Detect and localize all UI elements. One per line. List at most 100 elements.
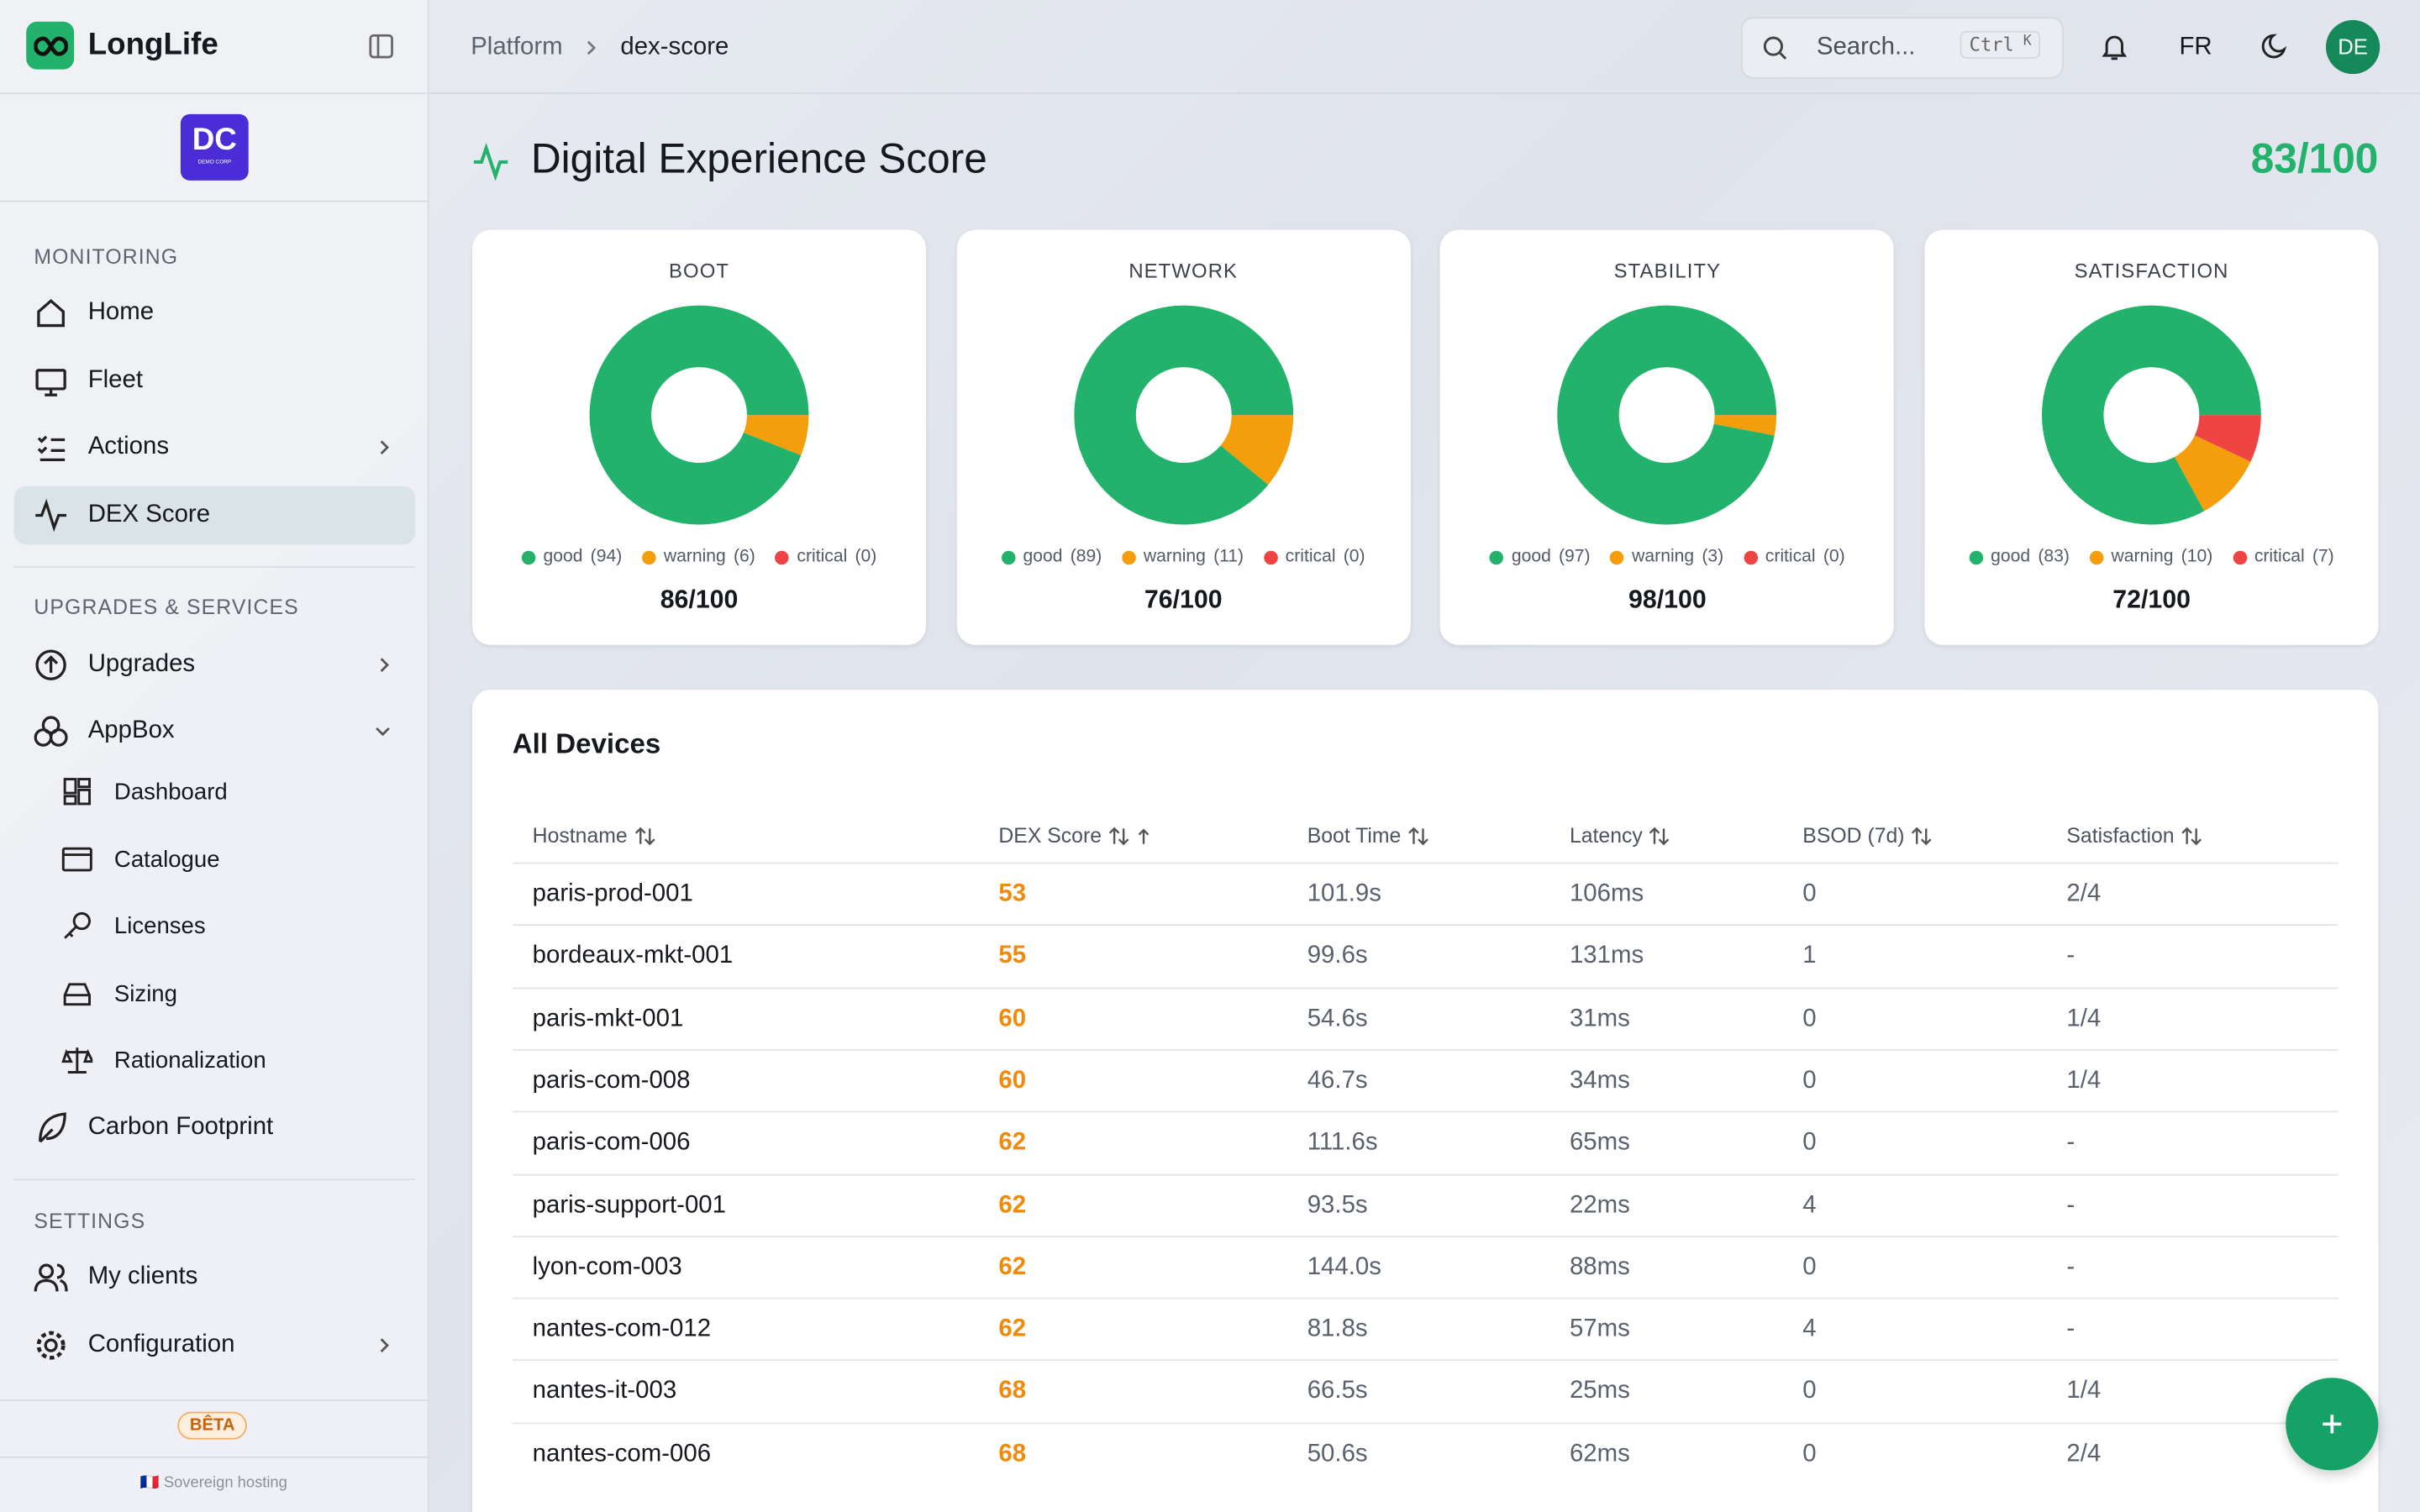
table-row[interactable]: paris-mkt-001 60 54.6s 31ms 0 1/4 — [512, 986, 2338, 1050]
org-name: DEMO CORP — [197, 159, 232, 165]
column-header: BSOD (7d) — [1802, 824, 1933, 847]
search-box[interactable]: Search... Ctrl K — [1740, 17, 2064, 79]
donut-segment — [1073, 305, 1293, 525]
legend-item: warning (11) — [1122, 548, 1244, 566]
table-cell: paris-mkt-001 — [532, 1005, 684, 1032]
nav-label: Catalogue — [113, 846, 220, 873]
sort-icon[interactable] — [634, 825, 655, 847]
column-label: Latency — [1569, 823, 1643, 848]
table-cell: nantes-com-012 — [532, 1315, 712, 1343]
table-cell: 57ms — [1569, 1315, 1630, 1343]
table-row[interactable]: paris-support-001 62 93.5s 22ms 4 - — [512, 1173, 2338, 1236]
nav-item[interactable]: Carbon Footprint — [14, 1099, 416, 1158]
table-row[interactable]: nantes-it-003 68 66.5s 25ms 0 1/4 — [512, 1359, 2338, 1423]
theme-toggle[interactable] — [2261, 33, 2289, 60]
sort-arrows — [1911, 826, 1932, 845]
table-row[interactable]: nantes-com-006 68 50.6s 62ms 0 2/4 — [512, 1421, 2338, 1485]
table-cell: 68 — [998, 1378, 1027, 1405]
nav-item[interactable]: Configuration — [14, 1316, 416, 1375]
nav-item[interactable]: Licenses — [14, 896, 416, 955]
table-cell: 2/4 — [2066, 880, 2102, 908]
legend-item: critical (7) — [2233, 548, 2334, 566]
beta-badge: BÊTA — [177, 1411, 248, 1440]
legend-dot — [1744, 549, 1758, 564]
score-card: NETWORK good (89) warning (11) critical (0) 76/… — [956, 229, 1411, 645]
nav-item[interactable]: DEX Score — [13, 486, 416, 545]
avatar[interactable]: DE — [2325, 19, 2381, 75]
nav-item[interactable]: My clients — [14, 1248, 416, 1307]
sort-up — [1138, 827, 1149, 843]
section-title: UPGRADES & SERVICES — [34, 595, 299, 619]
sort-arrows — [1108, 826, 1129, 845]
nav-item[interactable]: AppBox — [14, 702, 416, 761]
sort-icon[interactable] — [1911, 825, 1933, 847]
collapse-button[interactable] — [369, 34, 393, 59]
nav-item[interactable]: Upgrades — [14, 636, 416, 695]
footer-note: 🇫🇷 Sovereign hosting — [139, 1474, 287, 1493]
nav-item[interactable]: Fleet — [14, 352, 416, 411]
nav-item[interactable]: Home — [14, 284, 416, 343]
nav-label: DEX Score — [87, 501, 211, 528]
legend-item: warning (3) — [1610, 548, 1723, 566]
donut-segment — [2175, 435, 2251, 512]
legend-count: (7) — [2312, 548, 2334, 567]
donut — [1557, 305, 1777, 525]
table-cell: 66.5s — [1307, 1378, 1368, 1405]
table-row[interactable]: paris-com-008 60 46.7s 34ms 0 1/4 — [512, 1048, 2338, 1112]
table-cell: 4 — [1802, 1191, 1817, 1219]
card-title: NETWORK — [1128, 259, 1239, 283]
legend-count: (11) — [1213, 548, 1244, 567]
nav-label: My clients — [87, 1263, 198, 1290]
language-toggle[interactable]: FR — [2179, 34, 2212, 60]
breadcrumb-current: dex-score — [620, 34, 729, 60]
nav-item[interactable]: Rationalization — [14, 1031, 416, 1089]
table-cell: paris-com-006 — [532, 1129, 691, 1157]
legend: good (83) warning (10) critical (7) — [1925, 548, 2379, 566]
table-row[interactable]: bordeaux-mkt-001 55 99.6s 131ms 1 - — [512, 924, 2338, 988]
nav-item[interactable]: Dashboard — [14, 762, 416, 821]
devices-table: All Devices Hostname DEX Score Boot Time La… — [472, 690, 2379, 1512]
nav-item[interactable]: Sizing — [14, 964, 416, 1023]
sort-direction — [1138, 827, 1149, 843]
legend: good (97) warning (3) critical (0) — [1440, 548, 1894, 566]
brand[interactable]: LongLife — [26, 21, 218, 70]
nav-label: Licenses — [113, 912, 206, 939]
table-cell: 34ms — [1569, 1067, 1630, 1095]
sort-icon[interactable] — [1649, 825, 1670, 847]
table-cell: 111.6s — [1307, 1129, 1378, 1157]
nav-item[interactable]: Catalogue — [14, 830, 416, 889]
nav-label: Sizing — [113, 980, 177, 1007]
breadcrumb-link[interactable]: Platform — [471, 34, 563, 60]
table-cell: 99.6s — [1307, 942, 1368, 970]
notifications[interactable] — [2101, 33, 2128, 60]
donut-segment — [1220, 415, 1293, 486]
donut — [1073, 305, 1293, 525]
column-header: Latency — [1569, 823, 1670, 848]
table-cell: 0 — [1802, 1378, 1817, 1405]
shortcut: Ctrl K — [1960, 30, 2041, 59]
add-button[interactable] — [2286, 1378, 2379, 1471]
table-cell: 25ms — [1569, 1378, 1630, 1405]
table-row[interactable]: paris-prod-001 53 101.9s 106ms 0 2/4 — [512, 862, 2338, 926]
table-row[interactable]: paris-com-006 62 111.6s 65ms 0 - — [512, 1110, 2338, 1174]
overall-score: 83/100 — [2250, 135, 2379, 182]
table-row[interactable]: lyon-com-003 62 144.0s 88ms 0 - — [512, 1235, 2338, 1299]
sort-icon[interactable] — [2181, 825, 2202, 847]
org-badge[interactable]: DC DEMO CORP — [180, 113, 249, 181]
table-cell: 4 — [1802, 1315, 1817, 1343]
table-cell: - — [2066, 1315, 2075, 1343]
table-cell: paris-prod-001 — [532, 880, 693, 908]
table-cell: 131ms — [1569, 942, 1644, 970]
legend-count: (6) — [733, 548, 755, 567]
legend-item: warning (6) — [642, 548, 755, 566]
table-cell: 0 — [1802, 1440, 1817, 1467]
table-cell: 0 — [1802, 1129, 1817, 1157]
table-cell: 0 — [1802, 1253, 1817, 1281]
nav-item[interactable]: Actions — [14, 418, 416, 477]
sort-icon[interactable] — [1407, 825, 1429, 847]
sort-icon[interactable] — [1107, 825, 1129, 847]
table-row[interactable]: nantes-com-012 62 81.8s 57ms 4 - — [512, 1297, 2338, 1361]
table-cell: 1/4 — [2066, 1378, 2102, 1405]
legend-count: (10) — [2181, 548, 2213, 567]
table-cell: 62 — [998, 1315, 1027, 1343]
